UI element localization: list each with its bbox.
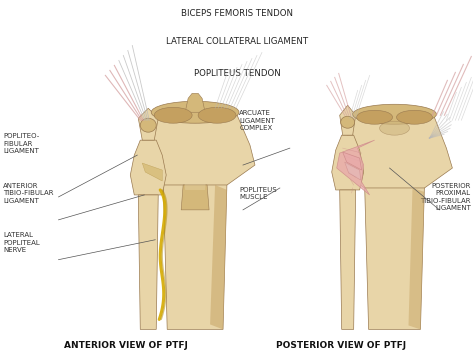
Ellipse shape [154, 107, 192, 123]
Ellipse shape [380, 121, 410, 135]
Polygon shape [343, 152, 362, 170]
Text: ARCUATE
LIGAMENT
COMPLEX: ARCUATE LIGAMENT COMPLEX [239, 110, 275, 131]
Polygon shape [337, 140, 374, 195]
Text: LATERAL COLLATERAL LIGAMENT: LATERAL COLLATERAL LIGAMENT [166, 37, 308, 46]
Polygon shape [163, 180, 227, 329]
Polygon shape [340, 190, 356, 329]
Ellipse shape [353, 104, 437, 124]
Text: POPLITEUS TENDON: POPLITEUS TENDON [193, 69, 281, 78]
Polygon shape [409, 188, 424, 329]
Polygon shape [138, 108, 158, 140]
Ellipse shape [140, 118, 156, 132]
Polygon shape [337, 112, 452, 188]
Polygon shape [142, 163, 162, 181]
Text: ANTERIOR
TIBIO-FIBULAR
LIGAMENT: ANTERIOR TIBIO-FIBULAR LIGAMENT [3, 183, 54, 204]
Ellipse shape [198, 107, 236, 123]
Polygon shape [332, 135, 364, 190]
Text: POSTERIOR
PROXIMAL
TIBIO-FIBULAR
LIGAMENT: POSTERIOR PROXIMAL TIBIO-FIBULAR LIGAMEN… [420, 183, 471, 211]
Text: POPLITEUS
MUSCLE: POPLITEUS MUSCLE [239, 187, 277, 200]
Polygon shape [180, 130, 210, 190]
Polygon shape [135, 110, 255, 185]
Polygon shape [185, 93, 205, 112]
Polygon shape [340, 105, 356, 135]
Polygon shape [210, 185, 227, 329]
Text: LATERAL
POPLITEAL
NERVE: LATERAL POPLITEAL NERVE [3, 233, 40, 253]
Ellipse shape [397, 110, 432, 124]
Polygon shape [365, 185, 424, 329]
Ellipse shape [151, 101, 239, 123]
Ellipse shape [341, 116, 355, 128]
Text: POPLITEO-
FIBULAR
LIGAMENT: POPLITEO- FIBULAR LIGAMENT [3, 133, 39, 154]
Text: POSTERIOR VIEW OF PTFJ: POSTERIOR VIEW OF PTFJ [276, 341, 406, 350]
Text: ANTERIOR VIEW OF PTFJ: ANTERIOR VIEW OF PTFJ [64, 341, 188, 350]
Polygon shape [138, 195, 158, 329]
Text: BICEPS FEMORIS TENDON: BICEPS FEMORIS TENDON [181, 9, 293, 17]
Polygon shape [130, 140, 166, 195]
Ellipse shape [356, 110, 392, 124]
Polygon shape [181, 185, 209, 210]
Polygon shape [345, 162, 361, 180]
